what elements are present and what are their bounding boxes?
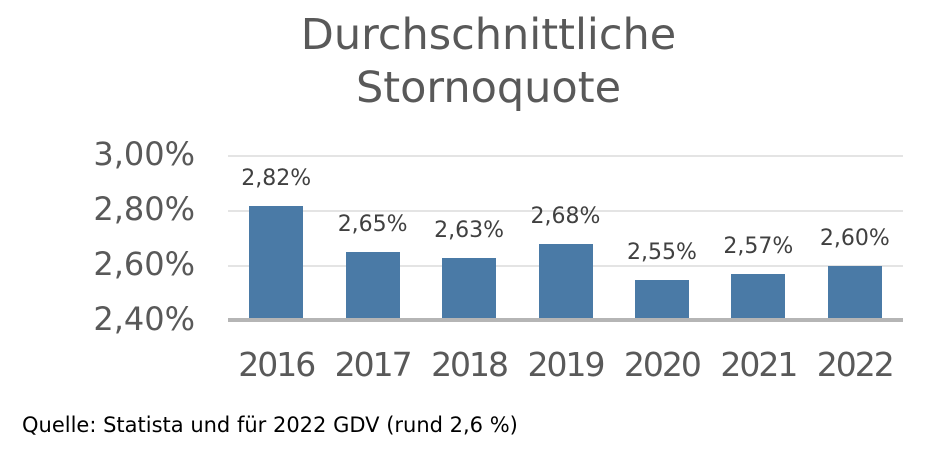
bar-value-label: 2,63% — [434, 217, 504, 243]
y-axis-tick-label: 2,40% — [93, 300, 195, 338]
x-axis-label: 2021 — [720, 345, 798, 384]
bar-value-label: 2,82% — [241, 165, 312, 191]
bar-2017 — [345, 252, 400, 318]
x-axis-label: 2019 — [527, 345, 606, 384]
x-axis-label: 2016 — [238, 345, 316, 384]
gridline — [228, 210, 903, 212]
x-axis-label: 2020 — [623, 345, 702, 384]
x-axis-label: 2017 — [334, 345, 413, 384]
gridline — [228, 155, 903, 157]
chart-title: Durchschnittliche Stornoquote — [0, 9, 941, 115]
y-axis-tick-label: 2,60% — [93, 245, 195, 283]
bar-value-label: 2,65% — [337, 212, 408, 238]
y-axis-tick-label: 2,80% — [93, 190, 195, 228]
bar-value-label: 2,55% — [626, 239, 697, 265]
chart-title-line-1: Durchschnittliche — [300, 10, 677, 60]
source-note: Quelle: Statista und für 2022 GDV (rund … — [22, 413, 518, 437]
bar-2021 — [731, 274, 786, 318]
bar-value-label: 2,68% — [530, 204, 601, 229]
bar-2018 — [442, 257, 497, 318]
bar-value-label: 2,57% — [723, 234, 794, 260]
bar-value-label: 2,60% — [819, 226, 890, 251]
x-axis-line — [228, 318, 903, 322]
bar-2020 — [634, 279, 689, 318]
x-axis-label: 2022 — [816, 345, 895, 384]
y-axis-tick-label: 3,00% — [93, 135, 195, 173]
chart-title-line-2: Stornoquote — [355, 63, 622, 113]
x-axis-label: 2018 — [431, 345, 509, 384]
bar-2019 — [538, 244, 593, 318]
bar-2016 — [249, 205, 304, 318]
bar-2022 — [827, 266, 882, 318]
